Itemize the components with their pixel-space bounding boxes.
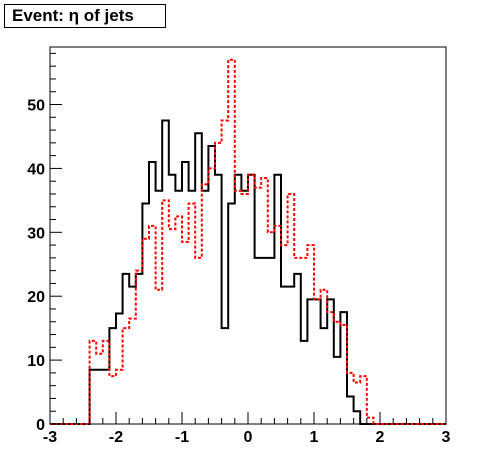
chart-title: Event: η of jets	[4, 4, 166, 28]
y-tick-label: 40	[27, 161, 45, 178]
series-2-outline	[50, 58, 446, 425]
series-1-outline	[50, 119, 446, 425]
y-tick-label: 10	[27, 353, 45, 370]
x-tick-label: -1	[175, 429, 189, 446]
x-tick-label: 2	[376, 429, 385, 446]
x-tick-label: -3	[43, 429, 57, 446]
series-layer	[50, 58, 446, 425]
x-tick-label: 0	[244, 429, 253, 446]
y-tick-label: 20	[27, 289, 45, 306]
y-tick-label: 0	[36, 417, 45, 434]
x-tick-label: 3	[442, 429, 451, 446]
x-tick-label: 1	[310, 429, 319, 446]
y-tick-label: 30	[27, 225, 45, 242]
y-tick-label: 50	[27, 98, 45, 115]
x-tick-label: -2	[109, 429, 123, 446]
